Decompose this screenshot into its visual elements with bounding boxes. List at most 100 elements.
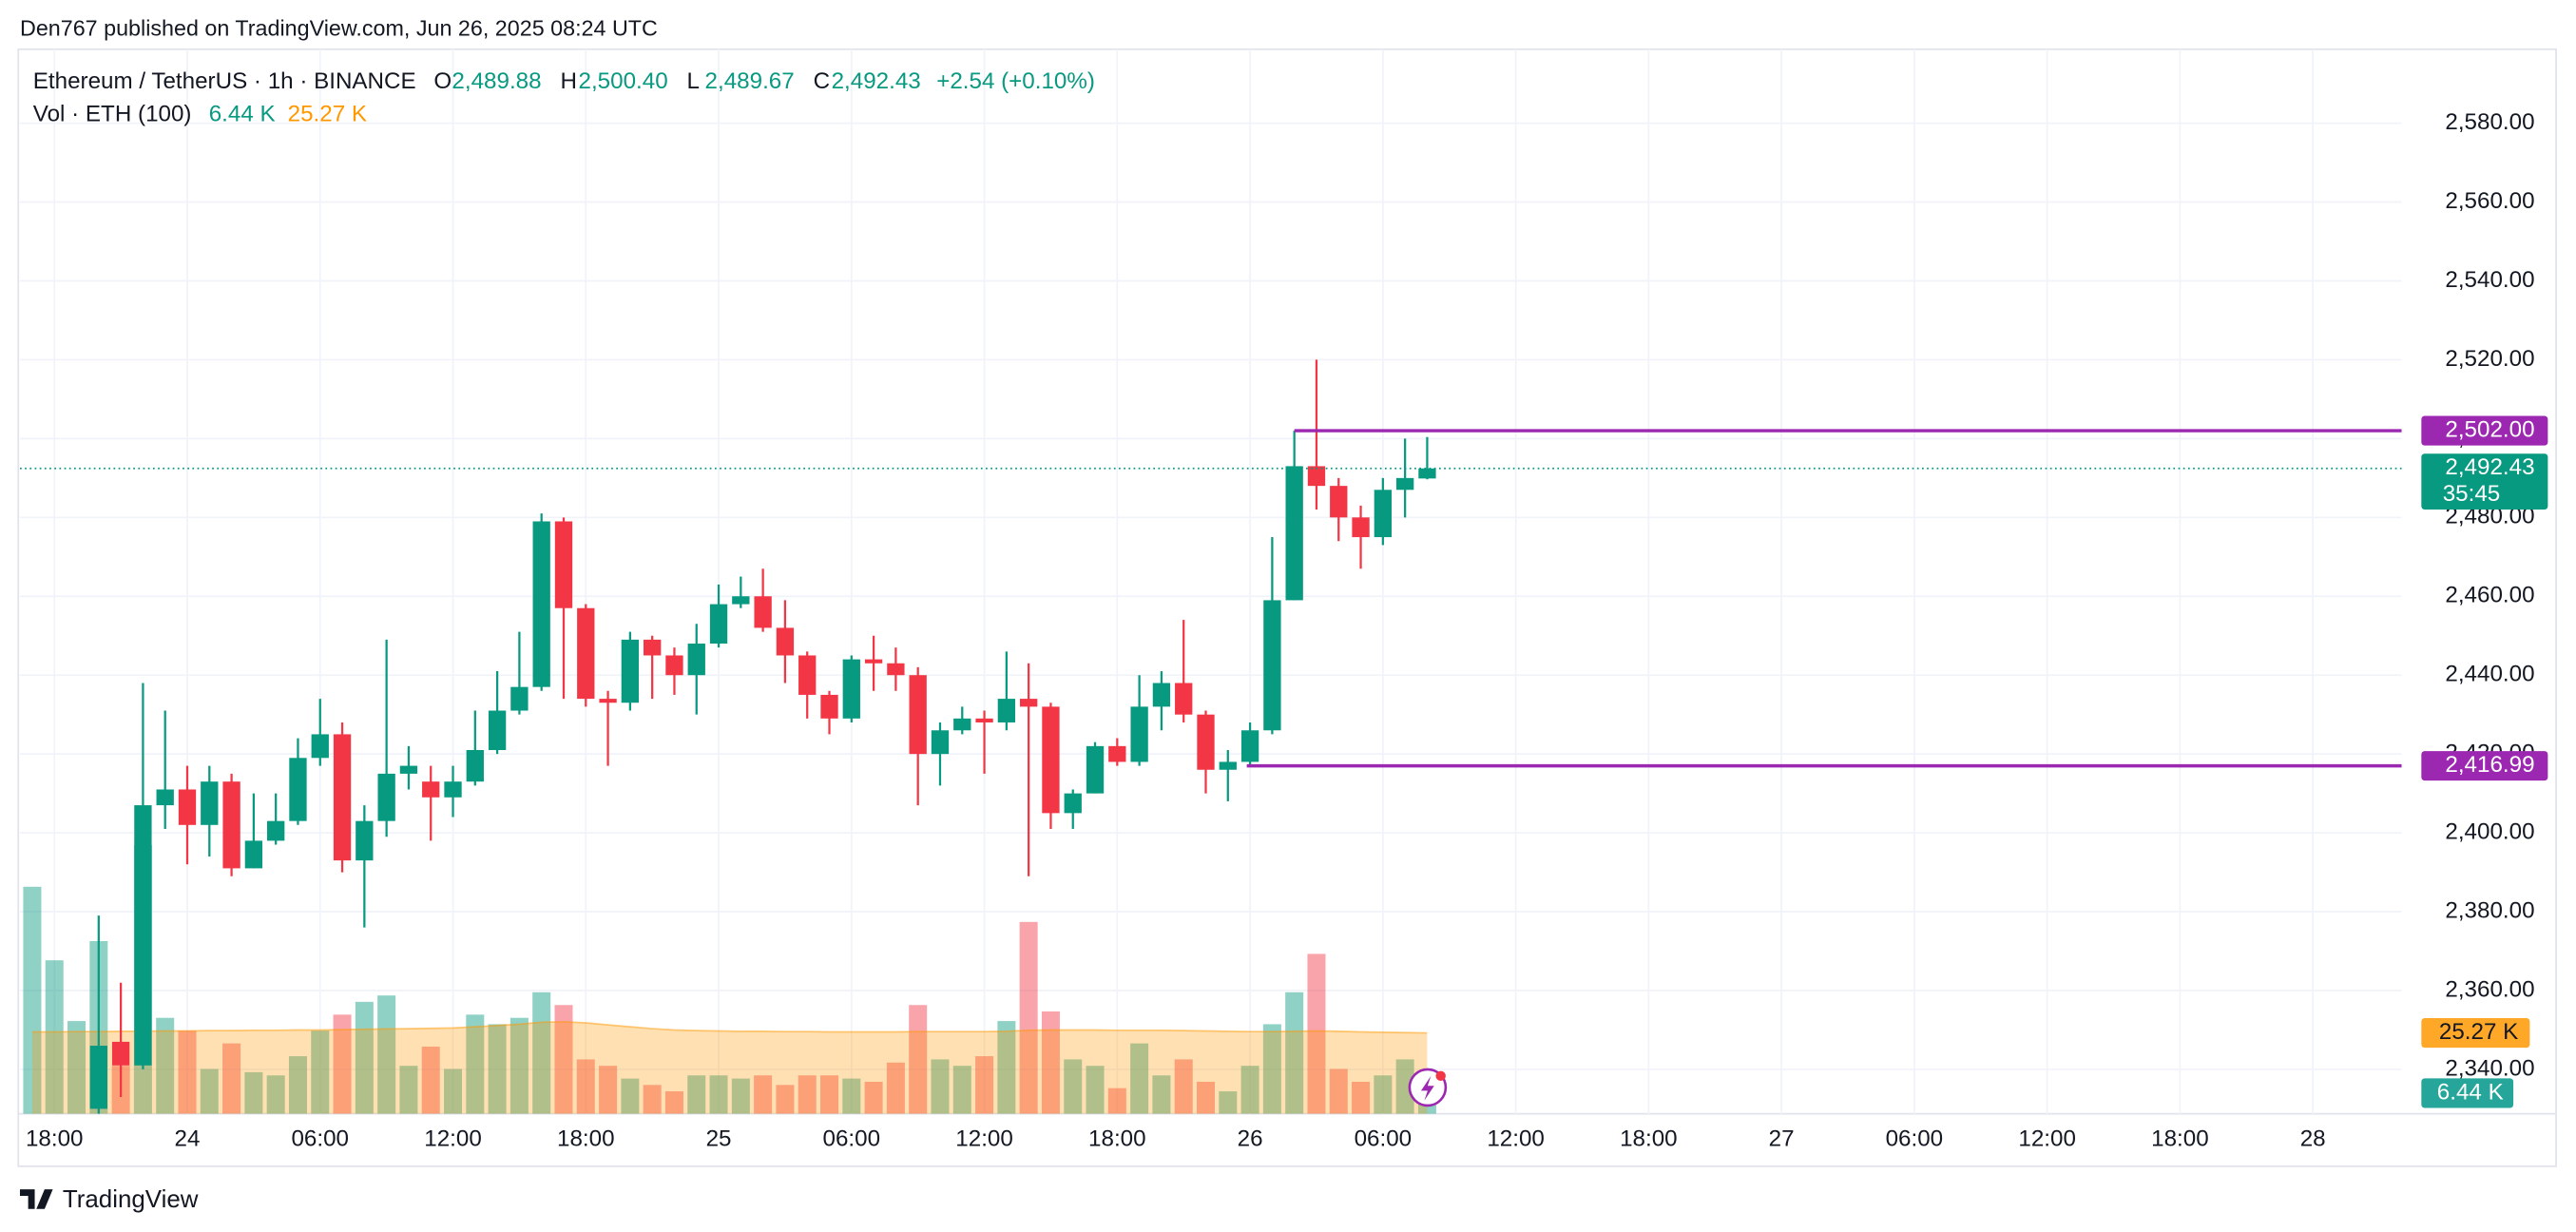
ohlc-key: L — [687, 68, 700, 94]
volume-bar — [820, 1075, 839, 1114]
candle-body — [1175, 683, 1193, 715]
volume-bar — [599, 1066, 618, 1114]
volume-bar — [200, 1068, 219, 1114]
volume-bar — [23, 886, 42, 1114]
volume-ma-line — [31, 1020, 1428, 1034]
volume-bar — [488, 1024, 507, 1114]
y-tick-label: 2,560.00 — [2445, 188, 2534, 214]
level-label: 2,416.99 — [2445, 752, 2534, 778]
candle-body — [1374, 490, 1393, 538]
candle-body — [289, 758, 307, 821]
volume-bar — [886, 1062, 905, 1114]
volume-ma-tag-label: 25.27 K — [2439, 1019, 2518, 1045]
candle-body — [1064, 793, 1082, 814]
candle-body — [644, 639, 662, 656]
x-tick-label: 12:00 — [2018, 1126, 2076, 1152]
candle-body — [554, 521, 573, 608]
candle-body — [89, 1046, 107, 1109]
candle-body — [909, 675, 927, 755]
ohlc-key: H — [560, 68, 576, 94]
volume-ma-area — [31, 1021, 1428, 1114]
level-tag — [2421, 751, 2548, 781]
volume-tag — [2421, 1078, 2514, 1108]
candle-body — [1130, 706, 1148, 762]
volume-bar — [244, 1071, 263, 1114]
volume-bar — [466, 1014, 485, 1114]
volume-bar — [1352, 1081, 1371, 1114]
volume-bar — [731, 1078, 750, 1114]
volume-bar — [1174, 1059, 1193, 1114]
volume-bar — [754, 1075, 773, 1114]
volume-bar — [1196, 1081, 1216, 1114]
last-price-label: 2,492.43 — [2445, 454, 2534, 480]
volume-ma-tag — [2421, 1018, 2530, 1049]
candle-body — [111, 1041, 130, 1066]
x-tick-label: 12:00 — [955, 1126, 1013, 1152]
candle-body — [399, 765, 418, 774]
candle-body — [201, 781, 219, 825]
ohlc-value: 2,489.88 — [452, 68, 541, 94]
y-tick-label: 2,460.00 — [2445, 583, 2534, 608]
candle-body — [621, 639, 640, 703]
y-tick-label: 2,380.00 — [2445, 897, 2534, 923]
candle-body — [24, 1168, 41, 1188]
ohlc-value: 2,492.43 — [832, 68, 921, 94]
change: +2.54 (+0.10%) — [936, 68, 1095, 94]
y-tick-label: 2,520.00 — [2445, 346, 2534, 372]
candle-body — [488, 710, 507, 751]
candle-body — [1263, 600, 1281, 731]
volume-value: 6.44 K — [209, 101, 276, 126]
x-tick-label: 27 — [1769, 1126, 1795, 1152]
volume-bar — [333, 1014, 352, 1114]
volume-bar — [399, 1066, 418, 1114]
volume-bar — [421, 1046, 440, 1114]
candle-body — [444, 781, 462, 798]
volume-bar — [1152, 1075, 1171, 1114]
volume-bar — [842, 1078, 861, 1114]
volume-pane — [23, 845, 1436, 1114]
candle-body — [687, 644, 705, 676]
volume-bar — [178, 1030, 197, 1114]
x-tick-label: 18:00 — [1088, 1126, 1146, 1152]
volume-bar — [1219, 1091, 1238, 1114]
volume-bar — [311, 1030, 330, 1114]
volume-bar — [621, 1078, 640, 1114]
candle-body — [156, 789, 174, 806]
level-tag — [2421, 415, 2548, 446]
symbol: Ethereum / TetherUS · 1h · BINANCE — [33, 68, 416, 94]
candle-body — [1395, 477, 1414, 491]
pane-border — [17, 48, 2557, 1167]
candle-body — [1152, 683, 1171, 707]
candle-body — [244, 840, 263, 869]
candle-body — [887, 663, 905, 676]
x-tick-label: 06:00 — [1886, 1126, 1944, 1152]
volume-bar — [222, 1043, 241, 1114]
volume-bar — [776, 1085, 795, 1114]
volume-bar — [1041, 1011, 1060, 1114]
x-tick-label: 12:00 — [424, 1126, 482, 1152]
ohlc-key: O — [433, 68, 452, 94]
x-tick-label: 06:00 — [291, 1126, 349, 1152]
candle-body — [1240, 730, 1259, 762]
candle-body — [1019, 699, 1038, 707]
candle-body — [754, 596, 772, 628]
candle-body — [1307, 466, 1326, 487]
volume-bar — [156, 1017, 175, 1114]
candle-body — [466, 750, 484, 782]
candle-body — [953, 718, 971, 731]
x-tick-label: 18:00 — [2151, 1126, 2209, 1152]
volume-bar — [1395, 1059, 1414, 1114]
candle-body — [510, 686, 529, 711]
candle-body — [267, 820, 285, 841]
volume-bar — [377, 995, 396, 1114]
candle-body — [356, 820, 374, 861]
legend: Ethereum / TetherUS · 1h · BINANCE Vol ·… — [33, 68, 1095, 127]
y-tick-label: 2,440.00 — [2445, 662, 2534, 687]
volume-bar — [664, 1091, 683, 1114]
volume-bar — [1329, 1068, 1348, 1114]
x-tick-label: 28 — [2300, 1126, 2326, 1152]
x-tick-label: 12:00 — [1487, 1126, 1545, 1152]
volume-bar — [444, 1068, 463, 1114]
candle-body — [532, 521, 550, 687]
